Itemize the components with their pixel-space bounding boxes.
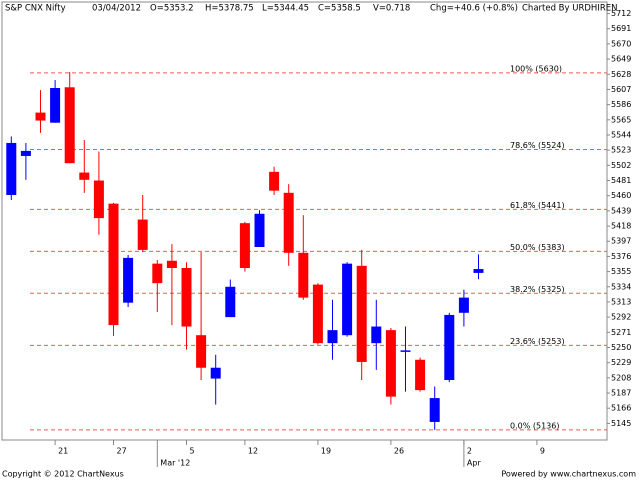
header-item: H=5378.75 bbox=[205, 4, 254, 14]
x-tick-label: 5 bbox=[190, 447, 195, 456]
header-item: 03/04/2012 bbox=[92, 4, 141, 14]
y-tick-label: 5481 bbox=[611, 176, 631, 185]
y-tick-label: 5628 bbox=[611, 70, 631, 79]
candle-body bbox=[152, 263, 163, 284]
copyright: Copyright © 2012 ChartNexus bbox=[2, 470, 124, 479]
y-tick-label: 5229 bbox=[611, 358, 631, 367]
level-label: 61.8% (5441) bbox=[510, 201, 565, 210]
y-tick-label: 5334 bbox=[611, 282, 631, 291]
candle-body bbox=[415, 359, 426, 391]
y-tick-label: 5523 bbox=[611, 146, 631, 155]
y-tick-label: 5691 bbox=[611, 24, 631, 33]
x-tick-label: 26 bbox=[394, 447, 404, 456]
y-tick-label: 5313 bbox=[611, 297, 631, 306]
x-tick-label: 12 bbox=[248, 447, 258, 456]
candle-body bbox=[444, 314, 455, 381]
y-tick-label: 5145 bbox=[611, 419, 631, 428]
candle-body bbox=[210, 367, 221, 379]
candle-body bbox=[429, 398, 440, 422]
candle-body bbox=[400, 350, 411, 352]
y-tick-label: 5166 bbox=[611, 404, 631, 413]
x-tick-label: 21 bbox=[58, 447, 68, 456]
header-item: O=5353.2 bbox=[150, 4, 194, 14]
candle-body bbox=[269, 171, 280, 191]
level-label: 38.2% (5325) bbox=[510, 285, 565, 294]
x-tick-label: 27 bbox=[117, 447, 127, 456]
candle-body bbox=[327, 330, 338, 344]
candle-body bbox=[385, 330, 396, 397]
candle-body bbox=[6, 142, 17, 195]
level-label: 0.0% (5136) bbox=[510, 421, 559, 430]
x-tick-label: 9 bbox=[540, 447, 545, 456]
y-tick-label: 5502 bbox=[611, 161, 631, 170]
candle-body bbox=[79, 172, 90, 180]
level-label: 78.6% (5524) bbox=[510, 141, 565, 150]
level-label: 100% (5630) bbox=[510, 64, 562, 73]
candle-body bbox=[20, 150, 31, 156]
header-item: Charted By URDHIREN bbox=[522, 4, 617, 14]
x-tick-label: 19 bbox=[321, 447, 331, 456]
header-item: L=5344.45 bbox=[262, 4, 309, 14]
candle-body bbox=[254, 213, 265, 248]
candle-body bbox=[298, 252, 309, 298]
candle-body bbox=[342, 263, 353, 336]
candle-body bbox=[371, 326, 382, 344]
header-item: S&P CNX Nifty bbox=[5, 4, 66, 14]
candle-body bbox=[239, 223, 250, 268]
y-tick-label: 5187 bbox=[611, 389, 631, 398]
month-label: Apr bbox=[467, 459, 482, 468]
candle-body bbox=[356, 265, 367, 362]
candle-body bbox=[93, 180, 104, 219]
y-tick-label: 5208 bbox=[611, 373, 631, 382]
candle-body bbox=[50, 88, 61, 123]
y-tick-label: 5292 bbox=[611, 313, 631, 322]
y-tick-label: 5460 bbox=[611, 191, 631, 200]
candle-body bbox=[473, 269, 484, 273]
y-tick-label: 5271 bbox=[611, 328, 631, 337]
y-tick-label: 5418 bbox=[611, 222, 631, 231]
y-tick-label: 5355 bbox=[611, 267, 631, 276]
header-item: Chg=+40.6 (+0.8%) bbox=[430, 4, 518, 14]
header-item: V=0.718 bbox=[373, 4, 410, 14]
candle-body bbox=[196, 335, 207, 368]
candle-body bbox=[166, 260, 177, 268]
candle-body bbox=[35, 112, 46, 121]
plot-area bbox=[1, 1, 608, 441]
y-tick-label: 5712 bbox=[611, 9, 631, 18]
candle-body bbox=[108, 203, 119, 326]
powered-by: Powered by www.chartnexus.com bbox=[501, 470, 636, 479]
y-tick-label: 5397 bbox=[611, 237, 631, 246]
x-tick-label: 2 bbox=[467, 447, 472, 456]
candle-body bbox=[137, 219, 148, 250]
y-tick-label: 5586 bbox=[611, 100, 631, 109]
y-tick-label: 5649 bbox=[611, 55, 631, 64]
level-label: 50.0% (5383) bbox=[510, 243, 565, 252]
candle-body bbox=[64, 87, 75, 164]
header-item: C=5358.5 bbox=[318, 4, 361, 14]
candle-body bbox=[123, 257, 134, 303]
month-label: Mar '12 bbox=[160, 459, 190, 468]
y-tick-label: 5250 bbox=[611, 343, 631, 352]
candle-body bbox=[181, 267, 192, 327]
y-tick-label: 5607 bbox=[611, 85, 631, 94]
y-tick-label: 5439 bbox=[611, 206, 631, 215]
y-tick-label: 5565 bbox=[611, 115, 631, 124]
y-tick-label: 5376 bbox=[611, 252, 631, 261]
candle-body bbox=[458, 297, 469, 313]
candle-body bbox=[312, 284, 323, 344]
y-tick-label: 5670 bbox=[611, 39, 631, 48]
candle-body bbox=[283, 192, 294, 253]
candle-body bbox=[225, 286, 236, 318]
level-label: 23.6% (5253) bbox=[510, 337, 565, 346]
y-tick-label: 5544 bbox=[611, 130, 631, 139]
